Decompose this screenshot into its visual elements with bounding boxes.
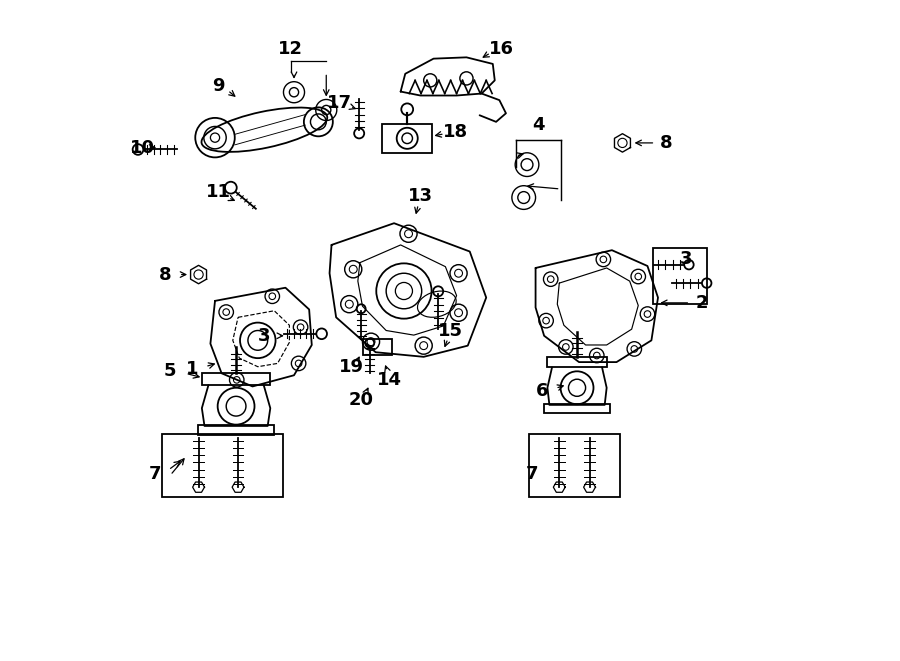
Text: 7: 7 <box>526 465 538 483</box>
Bar <box>529 434 620 497</box>
Text: 19: 19 <box>338 358 364 375</box>
Bar <box>547 357 607 368</box>
Bar <box>162 434 284 497</box>
Text: 3: 3 <box>680 251 692 268</box>
Text: 10: 10 <box>130 139 155 157</box>
Text: 2: 2 <box>695 294 707 312</box>
Bar <box>382 124 432 153</box>
Text: 12: 12 <box>278 40 303 58</box>
Bar <box>544 404 610 412</box>
Text: 16: 16 <box>489 40 514 58</box>
Text: 11: 11 <box>206 183 230 201</box>
Text: 3: 3 <box>258 327 271 345</box>
Text: 13: 13 <box>408 186 433 204</box>
Text: 5: 5 <box>164 362 176 380</box>
Text: 18: 18 <box>443 123 468 141</box>
Text: 14: 14 <box>377 371 402 389</box>
Bar <box>652 249 706 304</box>
Text: 4: 4 <box>533 116 545 134</box>
Text: 8: 8 <box>159 266 172 284</box>
Text: 9: 9 <box>212 77 225 95</box>
Text: 6: 6 <box>536 382 548 400</box>
Text: 20: 20 <box>348 391 374 408</box>
Bar <box>363 339 392 355</box>
Text: 1: 1 <box>185 360 198 377</box>
Bar <box>198 424 274 435</box>
Text: 15: 15 <box>437 321 463 340</box>
Text: 17: 17 <box>327 95 352 112</box>
Text: 7: 7 <box>148 465 161 483</box>
Bar <box>202 373 270 385</box>
Text: 8: 8 <box>660 134 672 152</box>
